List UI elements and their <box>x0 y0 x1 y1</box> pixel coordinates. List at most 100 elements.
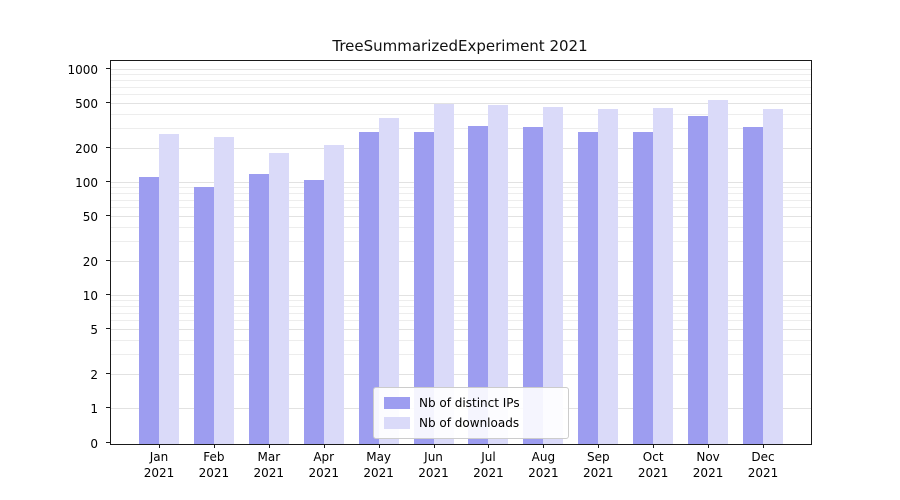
x-tick-label: Apr 2021 <box>308 450 339 480</box>
gridline <box>111 300 811 302</box>
bar-distinct-ips <box>468 125 489 444</box>
gridline <box>111 295 811 296</box>
legend-swatch-distinct-ips <box>384 397 410 409</box>
bar-downloads <box>323 145 344 444</box>
gridline <box>111 113 811 115</box>
gridline <box>111 199 811 201</box>
bar-downloads <box>763 109 783 444</box>
gridline <box>111 182 811 183</box>
gridline <box>111 216 811 218</box>
bar-distinct-ips <box>578 131 599 444</box>
gridline <box>111 147 811 149</box>
x-tick-label: Aug 2021 <box>528 450 559 480</box>
gridline <box>111 339 811 341</box>
y-axis: 0 1 2 5 10 20 50 100 200 500 1000 <box>0 60 110 451</box>
y-tick-mark <box>106 407 110 408</box>
y-tick-label: 20 <box>82 254 98 269</box>
y-tick-label: 1 <box>90 402 98 416</box>
y-tick-label: 2 <box>90 367 98 382</box>
bar-distinct-ips <box>303 179 324 444</box>
gridline <box>111 192 811 194</box>
gridline <box>111 329 811 331</box>
legend-label-downloads: Nb of downloads <box>419 416 520 430</box>
y-tick-label: 100 <box>75 176 98 190</box>
bar-downloads <box>653 107 674 444</box>
bar-downloads <box>159 134 179 444</box>
plot-area: Jan 2021 Feb 2021 Mar 2021 Apr 2021 May 2021… <box>110 60 812 480</box>
x-tick-mark <box>378 444 380 448</box>
legend-swatch-downloads <box>384 417 410 429</box>
y-tick-mark <box>106 215 110 217</box>
x-tick-label: Jul 2021 <box>473 450 504 480</box>
bar-distinct-ips <box>743 127 763 444</box>
x-tick-mark <box>598 444 600 448</box>
bar-downloads <box>268 152 289 444</box>
x-tick-label: Jan 2021 <box>143 450 175 480</box>
gridline <box>111 260 811 262</box>
gridline <box>111 128 811 130</box>
bar-downloads <box>433 103 454 444</box>
legend: Nb of distinct IPs Nb of downloads <box>373 387 569 439</box>
bar-downloads <box>213 137 234 444</box>
bar-downloads <box>378 118 399 444</box>
bar-distinct-ips <box>358 131 379 444</box>
gridline <box>111 207 811 209</box>
y-tick-label: 0 <box>90 437 98 451</box>
y-tick-mark <box>106 259 110 261</box>
bar-distinct-ips <box>413 132 434 444</box>
x-tick-mark <box>543 444 545 448</box>
bar-downloads <box>598 108 619 444</box>
gridline <box>111 187 811 189</box>
gridline <box>111 103 811 105</box>
x-tick-mark <box>708 444 710 448</box>
x-tick-mark <box>323 444 325 448</box>
x-tick-label: Dec 2021 <box>747 450 779 480</box>
gridline <box>111 226 811 228</box>
gridline <box>111 305 811 307</box>
y-tick-label: 50 <box>82 210 98 225</box>
x-tick-mark <box>159 444 160 448</box>
y-tick-mark <box>106 146 110 148</box>
bar-distinct-ips <box>523 127 544 444</box>
chart-title: TreeSummarizedExperiment 2021 <box>332 37 588 55</box>
y-tick-mark <box>106 68 110 69</box>
y-tick-label: 500 <box>75 97 98 112</box>
x-tick-label: Sep 2021 <box>582 450 614 480</box>
y-tick-mark <box>106 372 110 374</box>
x-tick-label: Oct 2021 <box>637 450 669 480</box>
x-tick-mark <box>488 444 490 448</box>
gridline <box>111 312 811 314</box>
y-tick-label: 200 <box>75 141 98 156</box>
gridline <box>111 69 811 70</box>
y-tick-label: 10 <box>82 289 98 303</box>
x-tick-mark <box>433 444 435 448</box>
x-tick-label: May 2021 <box>363 450 394 480</box>
x-tick-label: Mar 2021 <box>253 450 285 480</box>
y-tick-mark <box>106 102 110 104</box>
bar-distinct-ips <box>193 187 214 444</box>
gridline <box>111 354 811 356</box>
x-tick-label: Feb 2021 <box>198 450 230 480</box>
bar-distinct-ips <box>248 174 269 444</box>
legend-item-distinct-ips: Nb of distinct IPs <box>384 393 558 413</box>
x-tick-mark <box>268 444 270 448</box>
x-tick-mark <box>763 444 764 448</box>
bar-downloads <box>543 107 564 444</box>
gridline <box>111 94 811 96</box>
x-tick-label: Nov 2021 <box>692 450 724 480</box>
x-tick-label: Jun 2021 <box>418 450 449 480</box>
gridline <box>111 320 811 322</box>
x-tick-mark <box>653 444 655 448</box>
bar-downloads <box>708 100 729 444</box>
bar-distinct-ips <box>139 177 159 444</box>
y-tick-mark <box>106 442 110 443</box>
gridline <box>111 241 811 243</box>
gridline <box>111 373 811 375</box>
y-tick-label: 1000 <box>67 63 98 77</box>
bar-distinct-ips <box>633 132 654 444</box>
gridline <box>111 74 811 76</box>
bar-distinct-ips <box>688 116 709 444</box>
gridline <box>111 79 811 81</box>
y-tick-mark <box>106 294 110 295</box>
